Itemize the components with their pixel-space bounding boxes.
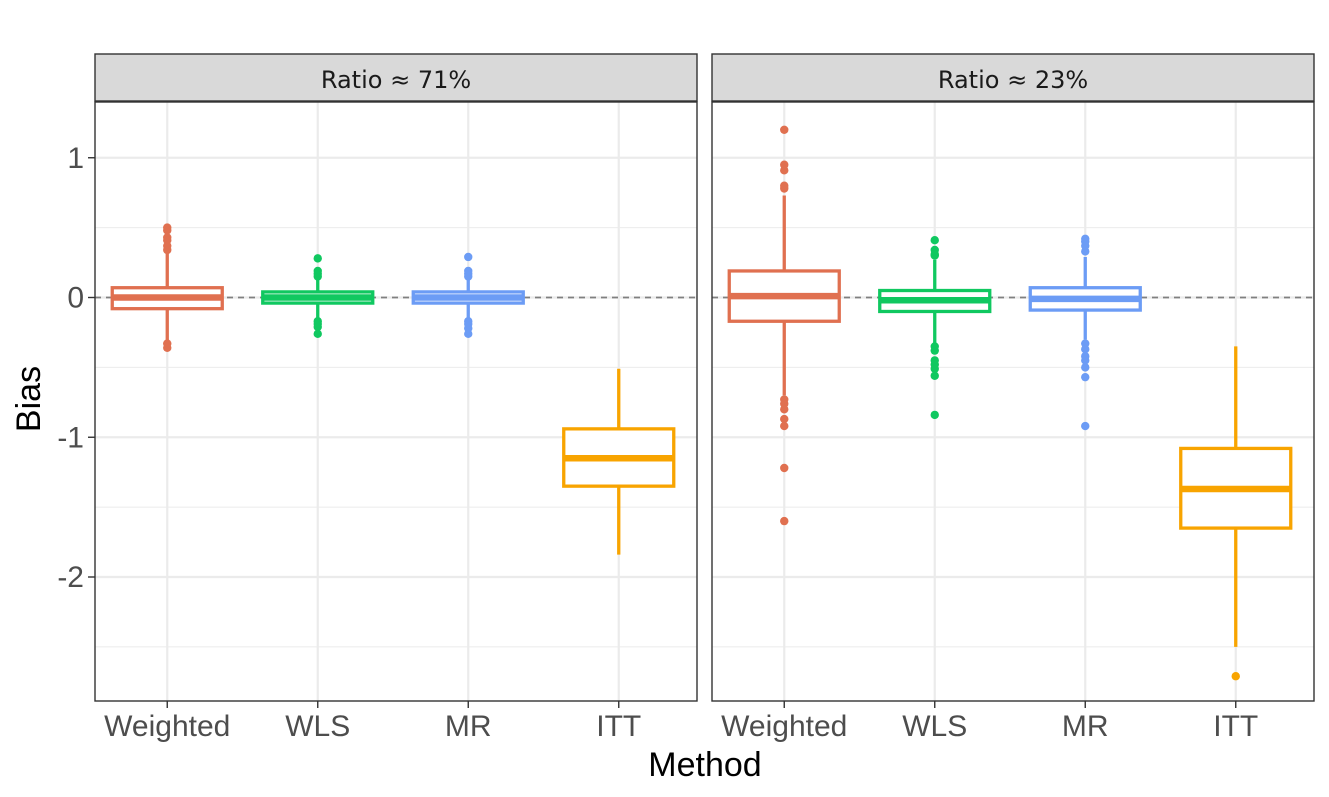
x-tick-label: WLS [902, 710, 967, 743]
panel-title: Ratio ≈ 23% [938, 66, 1088, 94]
x-axis-title: Method [648, 746, 761, 784]
outlier-point [313, 322, 322, 332]
box-wls [261, 254, 375, 339]
panel-background [95, 102, 697, 701]
box-itt [562, 368, 676, 555]
outlier-point [930, 371, 939, 380]
outlier-point [930, 410, 939, 420]
outlier-point [780, 184, 789, 193]
outlier-point [313, 272, 322, 281]
outlier-point [1081, 421, 1090, 431]
y-axis: 1 0 -1 -2 [57, 142, 95, 594]
outlier-point [780, 405, 789, 414]
outlier-point [464, 252, 473, 262]
y-tick-label: 0 [67, 282, 84, 315]
outlier-point [1081, 247, 1090, 256]
outlier-point [313, 254, 322, 263]
box-mr [1028, 234, 1142, 431]
strip-background [94, 53, 698, 102]
strip-background [711, 53, 1315, 102]
panel-2: Ratio ≈ 23% Weighted WLS MR ITT [711, 53, 1315, 743]
panel-background [712, 102, 1314, 701]
x-tick-label: WLS [285, 710, 350, 743]
y-tick-label: -2 [57, 561, 84, 594]
outlier-point [930, 236, 939, 245]
panel-border [94, 101, 698, 702]
outlier-point [780, 414, 789, 424]
x-tick-label: Weighted [721, 710, 847, 743]
outlier-point [780, 421, 789, 431]
outlier-point [464, 272, 473, 281]
y-axis-title: Bias [10, 366, 48, 432]
outlier-point [1081, 356, 1090, 365]
x-tick-label: ITT [596, 710, 641, 743]
outlier-point [930, 251, 939, 260]
x-tick-label: ITT [1213, 710, 1258, 743]
y-tick-label: 1 [67, 142, 84, 175]
outlier-point [163, 343, 172, 353]
outlier-point [1081, 363, 1090, 372]
outlier-point [1231, 672, 1240, 681]
outlier-point [930, 346, 939, 355]
box-mr [411, 252, 525, 339]
box-wls [878, 236, 992, 420]
box-weighted [727, 125, 841, 526]
panels-layer: Ratio ≈ 71% Weighted WLS MR ITT Ratio ≈ 23% We… [94, 53, 1315, 743]
outlier-point [464, 329, 473, 339]
panel-border [711, 101, 1315, 702]
outlier-point [930, 364, 939, 373]
outlier-point [780, 166, 789, 175]
x-tick-label: MR [445, 710, 492, 743]
outlier-point [1081, 372, 1090, 382]
outlier-point [780, 516, 789, 526]
box-weighted [110, 223, 224, 353]
panel-1: Ratio ≈ 71% Weighted WLS MR ITT [94, 53, 698, 743]
box-itt [1179, 346, 1293, 681]
x-tick-label: MR [1062, 710, 1109, 743]
y-tick-label: -1 [57, 421, 84, 454]
outlier-point [313, 329, 322, 339]
x-tick-label: Weighted [104, 710, 230, 743]
outlier-point [163, 226, 172, 235]
outlier-point [780, 463, 789, 473]
outlier-point [163, 245, 172, 255]
outlier-point [1081, 345, 1090, 354]
outlier-point [780, 125, 789, 134]
panel-title: Ratio ≈ 71% [321, 66, 471, 94]
